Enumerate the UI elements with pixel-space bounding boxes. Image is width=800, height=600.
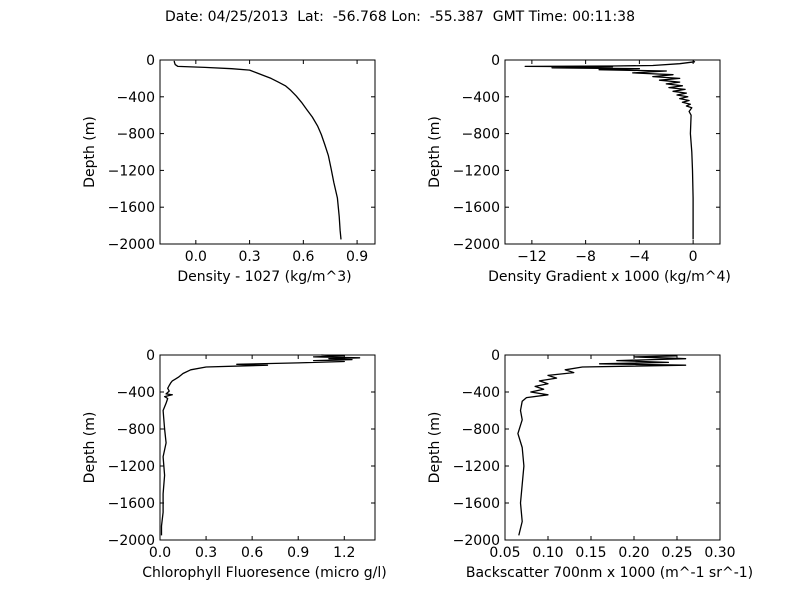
x-tick-label: 0.25 — [661, 545, 692, 561]
y-tick-label: −400 — [117, 385, 155, 401]
x-tick-label: 0.9 — [346, 249, 368, 265]
chart-2: 0 −400 −800 −1200 −1600 −2000 −12 −8 −4 0 Density … — [427, 53, 731, 285]
plot-frame — [159, 354, 376, 541]
x-tick-label: −12 — [517, 249, 547, 265]
y-tick-label: −1600 — [453, 496, 500, 512]
series-line — [524, 60, 696, 240]
y-tick-label: −1600 — [453, 200, 500, 216]
x-tick-label: 0.10 — [532, 545, 563, 561]
x-tick-label: 0.05 — [489, 545, 520, 561]
x-tick-label: 0.3 — [195, 545, 217, 561]
x-tick-label: −4 — [629, 249, 650, 265]
y-tick-label: −1200 — [108, 459, 155, 475]
y-tick-label: 0 — [146, 348, 155, 364]
y-tick-label: −1200 — [453, 163, 500, 179]
y-tick-label: −400 — [462, 90, 500, 106]
figure-title: Date: 04/25/2013 Lat: -56.768 Lon: -55.3… — [165, 9, 635, 25]
x-tick-label: 0.6 — [292, 249, 314, 265]
y-tick-label: −400 — [117, 90, 155, 106]
x-tick-label: 0.6 — [241, 545, 263, 561]
x-tick-label: 0.20 — [618, 545, 649, 561]
y-tick-label: −800 — [462, 127, 500, 143]
x-tick-label: 0.15 — [575, 545, 606, 561]
x-tick-label: 0.30 — [704, 545, 735, 561]
y-tick-label: −400 — [462, 385, 500, 401]
x-tick-label: 0.3 — [238, 249, 260, 265]
plot-frame — [504, 59, 721, 245]
y-tick-label: −800 — [462, 422, 500, 438]
y-tick-label: −2000 — [108, 237, 155, 253]
y-tick-label: −800 — [117, 422, 155, 438]
y-tick-label: 0 — [491, 348, 500, 364]
y-tick-label: −2000 — [108, 533, 155, 549]
x-axis-label: Chlorophyll Fluoresence (micro g/l) — [142, 565, 386, 581]
y-tick-label: −800 — [117, 127, 155, 143]
series-line — [160, 354, 361, 536]
x-tick-label: 0.0 — [149, 545, 171, 561]
y-tick-label: −1600 — [108, 200, 155, 216]
y-tick-label: 0 — [491, 53, 500, 69]
y-tick-label: −2000 — [453, 237, 500, 253]
plot-frame — [159, 59, 376, 245]
y-axis-label: Depth (m) — [427, 116, 443, 188]
x-tick-label: 0.9 — [287, 545, 309, 561]
plot-frame — [504, 354, 721, 541]
x-axis-label: Density Gradient x 1000 (kg/m^4) — [488, 269, 731, 285]
x-tick-label: −8 — [575, 249, 596, 265]
y-tick-label: −1200 — [108, 163, 155, 179]
y-axis-label: Depth (m) — [82, 116, 98, 188]
x-axis-label: Density - 1027 (kg/m^3) — [177, 269, 351, 285]
y-tick-label: −1600 — [108, 496, 155, 512]
chart-1: 0 −400 −800 −1200 −1600 −2000 0.0 0.3 0.6 0.9 Dens… — [82, 53, 376, 285]
x-tick-label: 0 — [689, 249, 698, 265]
x-tick-label: 1.2 — [333, 545, 355, 561]
y-tick-label: −1200 — [453, 459, 500, 475]
x-axis-label: Backscatter 700nm x 1000 (m^-1 sr^-1) — [466, 565, 753, 581]
y-tick-label: 0 — [146, 53, 155, 69]
y-axis-label: Depth (m) — [82, 412, 98, 484]
y-tick-label: −2000 — [453, 533, 500, 549]
y-axis-label: Depth (m) — [427, 412, 443, 484]
series-line — [173, 60, 342, 240]
x-tick-label: 0.0 — [185, 249, 207, 265]
series-line — [517, 355, 687, 536]
